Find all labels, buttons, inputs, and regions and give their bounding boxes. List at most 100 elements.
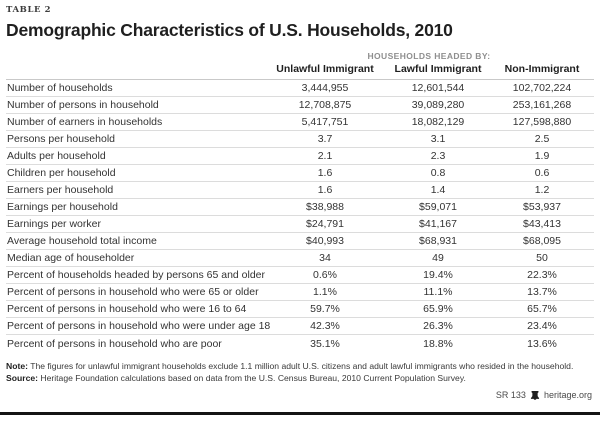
- table-row: Persons per household 3.7 3.1 2.5: [6, 131, 594, 148]
- row-value-unlawful: 1.1%: [313, 286, 337, 298]
- row-value-lawful: 39,089,280: [411, 99, 465, 111]
- row-value-lawful: 18.8%: [423, 337, 453, 350]
- row-value-lawful: 11.1%: [423, 286, 453, 298]
- row-value-unlawful: 1.6: [317, 184, 333, 196]
- row-label: Earnings per worker: [7, 218, 101, 230]
- row-value-lawful: 3.1: [430, 133, 446, 145]
- table-row: Earnings per worker $24,791 $41,167 $43,…: [6, 216, 594, 233]
- table-row: Adults per household 2.1 2.3 1.9: [6, 148, 594, 165]
- column-header-row: Unlawful Immigrant Lawful Immigrant Non-…: [6, 63, 594, 80]
- row-label: Number of persons in household: [7, 99, 159, 111]
- source-line: Source: Heritage Foundation calculations…: [6, 373, 594, 385]
- row-value-nonimmigrant: 127,598,880: [512, 116, 572, 128]
- row-value-lawful: 65.9%: [423, 303, 453, 315]
- row-value-lawful: 12,601,544: [411, 82, 465, 94]
- table-row: Percent of persons in household who were…: [6, 284, 594, 301]
- row-label: Persons per household: [7, 133, 115, 145]
- note-line: Note: The figures for unlawful immigrant…: [6, 361, 594, 373]
- row-value-unlawful: 3,444,955: [301, 82, 349, 94]
- row-value-nonimmigrant: 23.4%: [527, 320, 557, 332]
- row-value-unlawful: 34: [319, 252, 331, 264]
- footnote-block: Note: The figures for unlawful immigrant…: [6, 361, 594, 384]
- page-title: Demographic Characteristics of U.S. Hous…: [6, 20, 453, 40]
- group-header-row: HOUSEHOLDS HEADED BY:: [6, 51, 594, 61]
- row-label: Earnings per household: [7, 201, 118, 213]
- table-number-label: TABLE 2: [6, 5, 52, 15]
- row-label: Percent of persons in household who were…: [7, 286, 259, 298]
- table-row: Percent of persons in household who were…: [6, 301, 594, 318]
- bottom-rule: [0, 412, 600, 415]
- row-label: Percent of households headed by persons …: [7, 269, 266, 281]
- row-value-unlawful: 1.6: [317, 167, 333, 179]
- row-value-nonimmigrant: 50: [536, 252, 548, 264]
- row-value-unlawful: $38,988: [306, 201, 344, 213]
- table-row: Children per household 1.6 0.8 0.6: [6, 165, 594, 182]
- row-value-unlawful: 0.6%: [313, 269, 337, 281]
- row-label: Average household total income: [7, 235, 157, 247]
- group-header: HOUSEHOLDS HEADED BY:: [367, 51, 491, 61]
- heritage-bell-icon: [530, 390, 540, 400]
- row-value-lawful: 0.8: [430, 167, 446, 179]
- table-row: Earnings per household $38,988 $59,071 $…: [6, 199, 594, 216]
- report-id: SR 133: [495, 390, 526, 400]
- row-label: Number of households: [7, 82, 113, 94]
- row-value-unlawful: 12,708,875: [298, 99, 352, 111]
- row-value-nonimmigrant: 0.6: [534, 167, 550, 179]
- column-header-nonimmigrant: Non-Immigrant: [504, 63, 580, 75]
- table-row: Number of earners in households 5,417,75…: [6, 114, 594, 131]
- row-value-unlawful: $24,791: [306, 218, 344, 230]
- row-label: Percent of persons in household who were…: [7, 303, 247, 315]
- row-value-unlawful: 5,417,751: [301, 116, 349, 128]
- column-header-unlawful: Unlawful Immigrant: [276, 63, 374, 75]
- note-label: Note:: [6, 361, 28, 371]
- row-value-nonimmigrant: 1.2: [534, 184, 550, 196]
- table-row: Percent of persons in household who were…: [6, 318, 594, 335]
- row-label: Number of earners in households: [7, 116, 163, 128]
- row-label: Children per household: [7, 167, 116, 179]
- row-value-lawful: $68,931: [419, 235, 457, 247]
- row-value-nonimmigrant: 2.5: [534, 133, 550, 145]
- row-value-nonimmigrant: 1.9: [534, 150, 550, 162]
- row-label: Earners per household: [7, 184, 114, 196]
- table-row: Average household total income $40,993 $…: [6, 233, 594, 250]
- column-header-lawful: Lawful Immigrant: [394, 63, 482, 75]
- table-row: Number of households 3,444,955 12,601,54…: [6, 80, 594, 97]
- row-value-unlawful: 3.7: [317, 133, 333, 145]
- source-label: Source:: [6, 372, 38, 383]
- row-value-nonimmigrant: 13.6%: [527, 337, 557, 350]
- source-text: Heritage Foundation calculations based o…: [40, 372, 466, 383]
- row-label: Adults per household: [7, 150, 106, 162]
- table-body: Number of households 3,444,955 12,601,54…: [6, 80, 594, 352]
- row-value-lawful: $41,167: [419, 218, 457, 230]
- row-label: Percent of persons in household who are …: [7, 337, 222, 350]
- row-value-lawful: $59,071: [419, 201, 457, 213]
- row-value-nonimmigrant: 22.3%: [527, 269, 557, 281]
- row-value-nonimmigrant: 65.7%: [527, 303, 557, 315]
- row-value-lawful: 2.3: [430, 150, 446, 162]
- row-value-unlawful: 59.7%: [310, 303, 340, 315]
- report-footer: SR 133 heritage.org: [496, 390, 592, 400]
- row-value-nonimmigrant: $53,937: [523, 201, 561, 213]
- table-row: Median age of householder 34 49 50: [6, 250, 594, 267]
- row-value-lawful: 19.4%: [423, 269, 453, 281]
- row-value-lawful: 1.4: [430, 184, 446, 196]
- row-value-lawful: 18,082,129: [411, 116, 465, 128]
- row-value-lawful: 26.3%: [423, 320, 453, 332]
- row-value-unlawful: 2.1: [317, 150, 333, 162]
- row-label: Median age of householder: [7, 252, 135, 264]
- note-text: The figures for unlawful immigrant house…: [30, 361, 574, 371]
- row-value-unlawful: 35.1%: [310, 337, 340, 350]
- row-value-nonimmigrant: $43,413: [523, 218, 561, 230]
- row-label: Percent of persons in household who were…: [7, 320, 271, 332]
- table-row: Number of persons in household 12,708,87…: [6, 97, 594, 114]
- row-value-nonimmigrant: 253,161,268: [512, 99, 572, 111]
- row-value-unlawful: $40,993: [306, 235, 344, 247]
- row-value-unlawful: 42.3%: [310, 320, 340, 332]
- row-value-nonimmigrant: 13.7%: [527, 286, 557, 298]
- table-row: Earners per household 1.6 1.4 1.2: [6, 182, 594, 199]
- row-value-nonimmigrant: $68,095: [523, 235, 561, 247]
- table-row: Percent of persons in household who are …: [6, 335, 594, 352]
- row-value-lawful: 49: [432, 252, 444, 264]
- table-row: Percent of households headed by persons …: [6, 267, 594, 284]
